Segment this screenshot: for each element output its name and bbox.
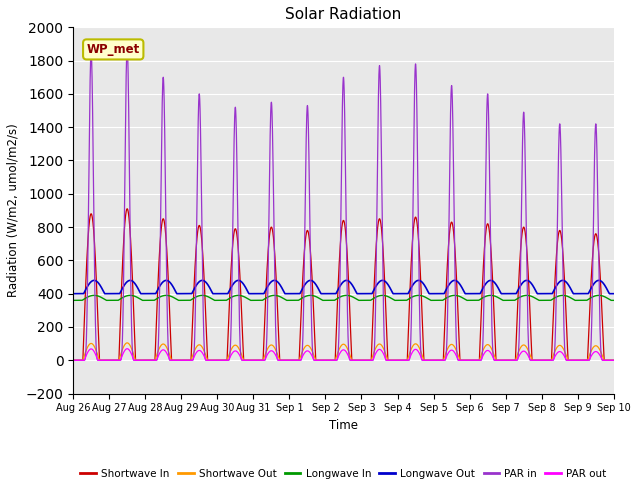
PAR out — [124, 346, 131, 351]
Text: WP_met: WP_met — [86, 43, 140, 56]
PAR out — [69, 358, 77, 363]
Shortwave In — [511, 358, 519, 363]
Line: Shortwave In: Shortwave In — [73, 209, 614, 360]
PAR in — [415, 219, 422, 225]
Shortwave In — [476, 354, 483, 360]
PAR out — [476, 358, 483, 363]
PAR in — [69, 358, 77, 363]
PAR out — [415, 348, 422, 354]
Y-axis label: Radiation (W/m2, umol/m2/s): Radiation (W/m2, umol/m2/s) — [7, 123, 20, 297]
Shortwave In — [504, 358, 511, 363]
Longwave Out — [69, 291, 77, 297]
Shortwave In — [124, 206, 131, 212]
Longwave In — [69, 298, 77, 303]
Longwave Out — [415, 277, 422, 283]
Shortwave In — [97, 358, 105, 363]
Line: Longwave In: Longwave In — [73, 295, 614, 300]
Longwave In — [415, 292, 422, 298]
Longwave In — [595, 292, 603, 298]
PAR in — [504, 358, 511, 363]
Legend: Shortwave In, Shortwave Out, Longwave In, Longwave Out, PAR in, PAR out: Shortwave In, Shortwave Out, Longwave In… — [76, 465, 611, 480]
Longwave In — [476, 297, 483, 303]
PAR in — [476, 358, 483, 363]
Shortwave In — [415, 233, 422, 239]
Longwave In — [504, 298, 511, 303]
Shortwave Out — [69, 358, 77, 363]
PAR in — [490, 357, 498, 363]
Shortwave In — [69, 358, 77, 363]
Shortwave Out — [476, 357, 483, 363]
Longwave In — [511, 297, 519, 303]
PAR in — [610, 358, 618, 363]
Longwave In — [490, 293, 498, 299]
PAR in — [511, 358, 519, 363]
Longwave Out — [476, 291, 483, 297]
Longwave Out — [595, 277, 603, 283]
Shortwave In — [490, 313, 498, 319]
Shortwave Out — [511, 358, 519, 363]
Longwave Out — [97, 285, 105, 290]
Line: PAR in: PAR in — [73, 47, 614, 360]
PAR out — [97, 358, 105, 363]
Longwave Out — [490, 279, 498, 285]
Shortwave Out — [610, 358, 618, 363]
Shortwave Out — [504, 358, 511, 363]
Line: Shortwave Out: Shortwave Out — [73, 343, 614, 360]
PAR in — [124, 44, 131, 50]
Shortwave In — [610, 358, 618, 363]
X-axis label: Time: Time — [329, 419, 358, 432]
Line: Longwave Out: Longwave Out — [73, 280, 614, 294]
Title: Solar Radiation: Solar Radiation — [285, 7, 401, 22]
PAR out — [610, 358, 618, 363]
Longwave In — [97, 295, 105, 300]
Longwave In — [610, 298, 618, 303]
Shortwave Out — [97, 358, 105, 363]
PAR in — [97, 358, 105, 363]
Shortwave Out — [490, 352, 498, 358]
Longwave Out — [504, 291, 511, 297]
Shortwave Out — [415, 343, 422, 349]
Line: PAR out: PAR out — [73, 348, 614, 360]
Longwave Out — [511, 291, 519, 297]
Shortwave Out — [124, 340, 131, 346]
Longwave Out — [610, 291, 618, 297]
PAR out — [490, 357, 498, 363]
PAR out — [511, 358, 519, 363]
PAR out — [504, 358, 511, 363]
